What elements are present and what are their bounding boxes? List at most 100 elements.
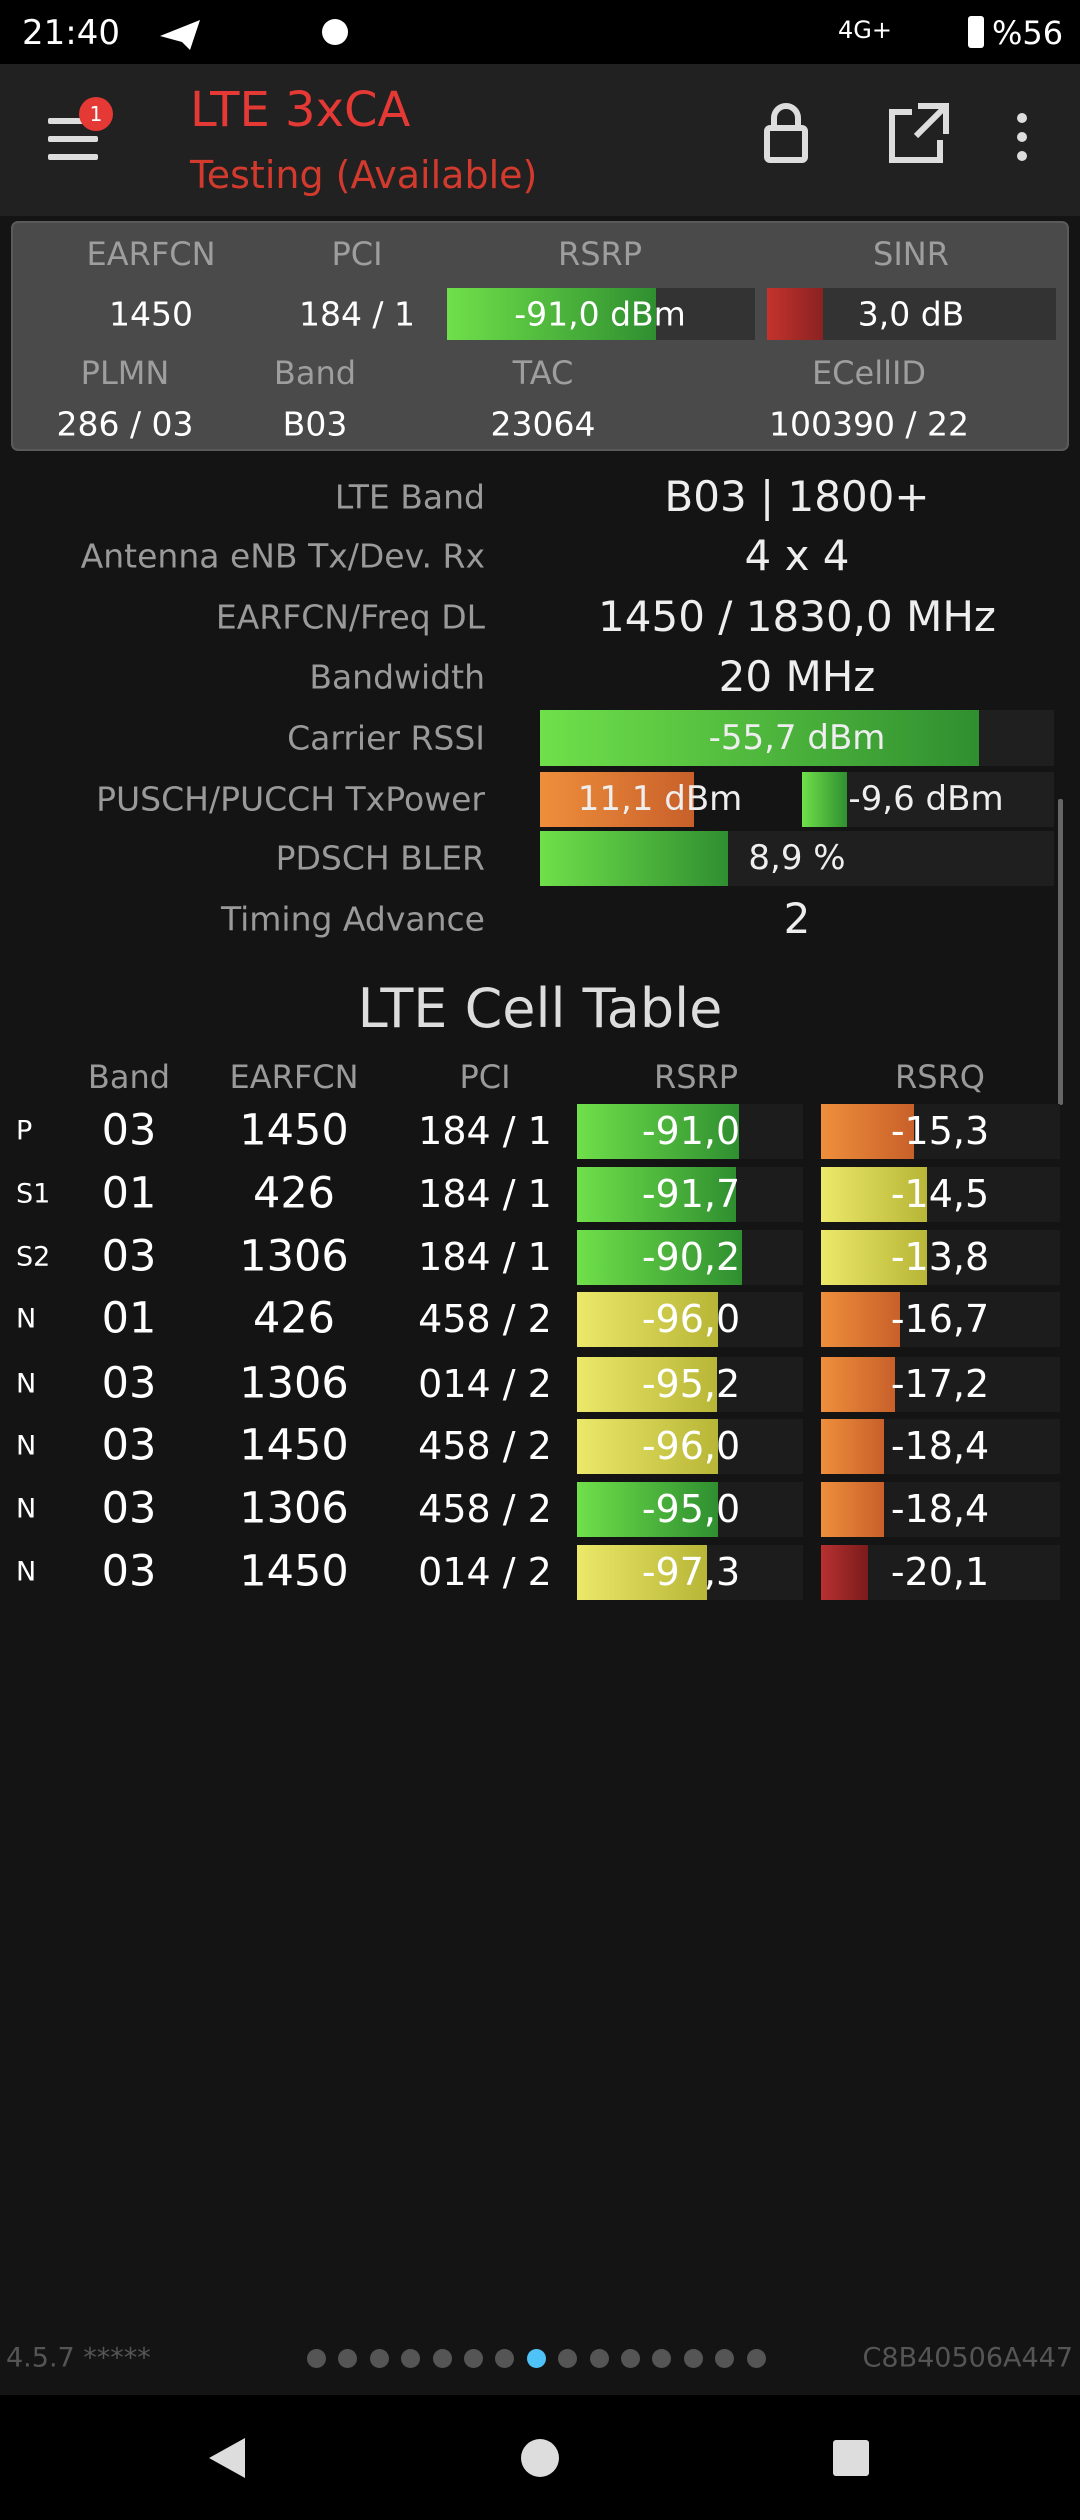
rsrp-bar	[577, 1229, 742, 1285]
rssi-bar-track	[540, 710, 1054, 766]
summary-value: 1450	[109, 294, 193, 334]
rsrp-bar	[577, 1166, 736, 1222]
rsrq-bar-track	[821, 1229, 1060, 1285]
share-button[interactable]	[889, 103, 949, 163]
cell-band: 01	[101, 1168, 157, 1219]
summary-label: ECellID	[811, 354, 927, 392]
cell-rsrp: -96,0	[641, 1424, 741, 1468]
detail-label: PDSCH BLER	[275, 838, 485, 878]
cell-pci: 458 / 2	[418, 1424, 552, 1468]
battery-level: %56	[992, 14, 1064, 52]
lock-button[interactable]	[764, 103, 808, 163]
summary-label: RSRP	[557, 235, 643, 273]
page-indicator[interactable]	[307, 2349, 326, 2368]
bler-bar	[540, 830, 728, 886]
rsrq-bar-track	[821, 1481, 1060, 1537]
page-indicator[interactable]	[621, 2349, 640, 2368]
cell-rsrp: -90,2	[641, 1235, 741, 1279]
cell-rsrq: -13,8	[890, 1235, 990, 1279]
notification-badge: 1	[89, 102, 103, 126]
cell-rsrp: -91,7	[641, 1172, 741, 1216]
rsrp-bar	[577, 1481, 718, 1537]
status-icons	[160, 16, 984, 50]
cell-earfcn: 1450	[239, 1546, 349, 1597]
rsrp-bar	[577, 1418, 718, 1474]
page-indicator[interactable]	[495, 2349, 515, 2368]
summary-value: 286 / 03	[56, 404, 194, 444]
app-version: 4.5.7 *****	[6, 2342, 151, 2374]
cell-rsrq: -18,4	[890, 1424, 990, 1468]
cell-pci: 458 / 2	[418, 1297, 552, 1341]
rsrq-bar	[821, 1166, 927, 1222]
rsrp-bar-track	[577, 1291, 803, 1347]
detail-value: -9,6 dBm	[848, 779, 1004, 819]
column-header: RSRQ	[895, 1058, 985, 1096]
rsrp-bar-track	[577, 1166, 803, 1222]
detail-value: 20 MHz	[718, 652, 876, 701]
cell-earfcn: 1450	[239, 1420, 349, 1471]
detail-value: 1450 / 1830,0 MHz	[598, 592, 996, 641]
rsrq-bar-track	[821, 1544, 1060, 1600]
detail-label: LTE Band	[334, 477, 485, 517]
page-indicator[interactable]	[401, 2349, 421, 2368]
cell-type: N	[16, 1556, 37, 1588]
summary-label: EARFCN	[86, 235, 216, 273]
rsrp-bar	[577, 1544, 707, 1600]
page-indicator[interactable]	[652, 2349, 672, 2368]
summary-value: 23064	[490, 404, 596, 444]
recents-button[interactable]	[833, 2440, 869, 2476]
summary-label: SINR	[873, 235, 949, 273]
page-indicator[interactable]	[589, 2349, 609, 2368]
cell-rsrp: -97,3	[641, 1550, 741, 1594]
bler-bar-track	[540, 830, 1054, 886]
cell-type: S1	[16, 1178, 51, 1210]
page-indicator[interactable]	[369, 2349, 389, 2368]
summary-label: PLMN	[80, 354, 170, 392]
cell-earfcn: 1306	[239, 1231, 349, 1282]
rsrq-bar	[821, 1103, 914, 1159]
cell-pci: 458 / 2	[418, 1487, 552, 1531]
device-id: C8B40506A447	[862, 2342, 1073, 2374]
detail-value: -55,7 dBm	[708, 718, 886, 758]
page-indicator[interactable]	[746, 2349, 766, 2368]
detail-label: EARFCN/Freq DL	[215, 597, 485, 637]
page-indicator[interactable]	[432, 2349, 452, 2368]
rsrp-bar-track	[577, 1356, 803, 1412]
cell-band: 03	[101, 1358, 157, 1409]
detail-label: Bandwidth	[309, 657, 485, 697]
home-button[interactable]	[521, 2439, 559, 2477]
summary-label: TAC	[512, 354, 574, 392]
pucch-bar	[802, 771, 847, 827]
rsrq-bar-track	[821, 1356, 1060, 1412]
cell-type: P	[16, 1115, 33, 1147]
cell-band: 03	[101, 1483, 157, 1534]
rssi-bar	[540, 710, 979, 766]
cell-earfcn: 1450	[239, 1105, 349, 1156]
overflow-button[interactable]	[1017, 113, 1027, 161]
table-title: LTE Cell Table	[357, 977, 723, 1040]
cell-rsrp: -95,0	[641, 1487, 741, 1531]
cell-rsrq: -20,1	[890, 1550, 990, 1594]
scrollbar	[1058, 799, 1063, 1105]
cell-pci: 014 / 2	[418, 1362, 552, 1406]
cell-type: N	[16, 1303, 37, 1335]
page-indicator[interactable]	[715, 2349, 735, 2368]
page-indicator[interactable]	[464, 2349, 483, 2368]
page-indicator[interactable]	[683, 2349, 703, 2368]
cell-earfcn: 1306	[239, 1483, 349, 1534]
page-indicator[interactable]	[526, 2349, 546, 2368]
rsrp-bar-track	[577, 1229, 803, 1285]
menu-button[interactable]	[48, 97, 113, 160]
rsrp-bar	[577, 1291, 718, 1347]
summary-value: 3,0 dB	[857, 294, 965, 334]
rsrq-bar-track	[821, 1418, 1060, 1474]
detail-value: 4 x 4	[744, 531, 850, 580]
page-indicator[interactable]	[338, 2349, 358, 2368]
rsrp-bar	[447, 288, 656, 340]
rsrq-bar	[821, 1481, 884, 1537]
page-indicator[interactable]	[558, 2349, 578, 2368]
column-header: RSRP	[653, 1058, 739, 1096]
back-button[interactable]	[209, 2438, 245, 2478]
cell-band: 03	[101, 1420, 157, 1471]
cell-rsrq: -17,2	[890, 1362, 990, 1406]
